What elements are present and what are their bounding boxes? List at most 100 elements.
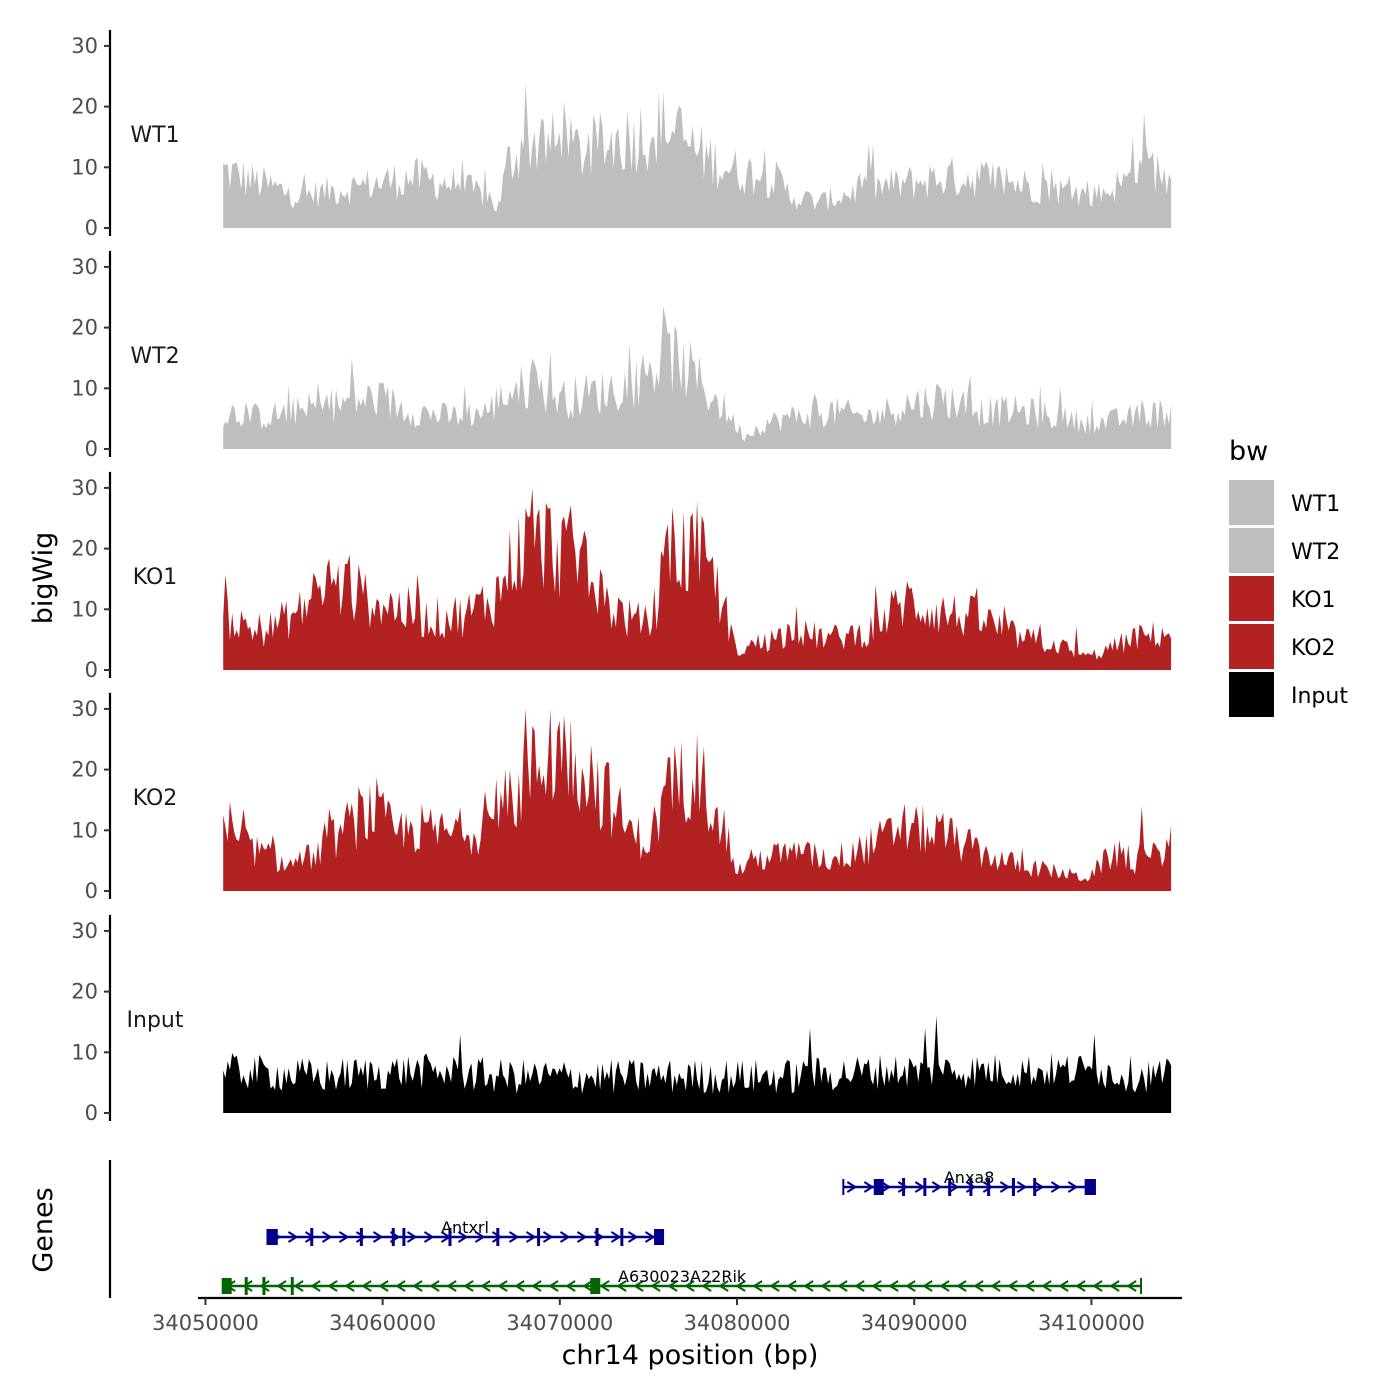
gene-label: A630023A22Rik xyxy=(618,1267,747,1286)
strand-arrow xyxy=(644,1231,656,1243)
y-tick-label: 0 xyxy=(85,1101,98,1125)
exon xyxy=(310,1228,314,1246)
signal-area-ko2 xyxy=(223,708,1172,891)
strand-arrow xyxy=(406,1231,418,1243)
signal-area-wt1 xyxy=(223,82,1172,228)
strand-arrow xyxy=(576,1231,588,1243)
exon xyxy=(902,1178,906,1196)
y-tick-label: 10 xyxy=(71,597,98,621)
strand-arrow xyxy=(429,1280,440,1292)
y-tick-label: 10 xyxy=(71,1040,98,1064)
y-tick-label: 30 xyxy=(71,476,98,500)
strand-arrow xyxy=(735,1280,746,1292)
legend-key-input xyxy=(1229,672,1274,717)
strand-arrow xyxy=(542,1231,554,1243)
strand-arrow xyxy=(627,1231,639,1243)
strand-arrow xyxy=(361,1280,372,1292)
strand-arrow xyxy=(480,1280,491,1292)
exon xyxy=(262,1277,266,1295)
strand-arrow xyxy=(508,1231,520,1243)
exon xyxy=(1033,1178,1037,1196)
exon xyxy=(1011,1178,1015,1196)
strand-arrow xyxy=(633,1280,644,1292)
strand-arrow xyxy=(965,1181,977,1193)
strand-arrow xyxy=(846,1181,858,1193)
strand-arrow xyxy=(1067,1181,1079,1193)
strand-arrow xyxy=(922,1280,933,1292)
legend-label: KO1 xyxy=(1291,588,1336,613)
strand-arrow xyxy=(1033,1181,1045,1193)
legend-key-ko2 xyxy=(1229,624,1274,669)
exon xyxy=(391,1228,395,1246)
strand-arrow xyxy=(718,1280,729,1292)
x-tick-label: 34050000 xyxy=(152,1311,259,1335)
strand-arrow xyxy=(888,1280,899,1292)
exon xyxy=(359,1228,363,1246)
strand-arrow xyxy=(939,1280,950,1292)
strand-arrow xyxy=(304,1231,316,1243)
exon xyxy=(923,1178,927,1196)
y-tick-label: 0 xyxy=(85,658,98,682)
y-axis-title: bigWig xyxy=(28,532,59,625)
exon xyxy=(1084,1179,1095,1195)
strand-arrow xyxy=(897,1181,909,1193)
y-tick-label: 20 xyxy=(71,316,98,340)
track-label: KO2 xyxy=(133,786,178,811)
strand-arrow xyxy=(423,1231,435,1243)
strand-arrow xyxy=(803,1280,814,1292)
strand-arrow xyxy=(276,1280,287,1292)
gene-label: Anxa8 xyxy=(944,1168,995,1187)
strand-arrow xyxy=(610,1231,622,1243)
strand-arrow xyxy=(525,1231,537,1243)
exon xyxy=(267,1229,278,1245)
legend-label: KO2 xyxy=(1291,636,1336,661)
x-tick-label: 34060000 xyxy=(329,1311,436,1335)
strand-arrow xyxy=(1058,1280,1069,1292)
strand-arrow xyxy=(1041,1280,1052,1292)
y-tick-label: 30 xyxy=(71,255,98,279)
strand-arrow xyxy=(1109,1280,1120,1292)
strand-arrow xyxy=(293,1280,304,1292)
strand-arrow xyxy=(973,1280,984,1292)
strand-arrow xyxy=(327,1280,338,1292)
strand-arrow xyxy=(701,1280,712,1292)
exon xyxy=(620,1228,624,1246)
exon xyxy=(873,1179,884,1195)
strand-arrow xyxy=(259,1280,270,1292)
strand-arrow xyxy=(548,1280,559,1292)
strand-arrow xyxy=(667,1280,678,1292)
signal-area-ko1 xyxy=(223,487,1172,670)
strand-arrow xyxy=(344,1280,355,1292)
strand-arrow xyxy=(1050,1181,1062,1193)
strand-arrow xyxy=(871,1280,882,1292)
gene-label: Antxrl xyxy=(441,1218,489,1237)
strand-arrow xyxy=(531,1280,542,1292)
gene-antxrl: Antxrl xyxy=(266,1218,665,1246)
strand-arrow xyxy=(684,1280,695,1292)
strand-arrow xyxy=(582,1280,593,1292)
strand-arrow xyxy=(905,1280,916,1292)
legend-title: bw xyxy=(1229,436,1268,467)
strand-arrow xyxy=(863,1181,875,1193)
y-tick-label: 20 xyxy=(71,95,98,119)
legend-key-wt1 xyxy=(1229,480,1274,525)
exon xyxy=(987,1178,991,1196)
strand-arrow xyxy=(650,1280,661,1292)
strand-arrow xyxy=(616,1280,627,1292)
y-tick-label: 30 xyxy=(71,34,98,58)
exon xyxy=(595,1228,599,1246)
legend-key-ko1 xyxy=(1229,576,1274,621)
y-tick-label: 30 xyxy=(71,919,98,943)
bigwig-tracks: 0 10 20 30 WT1 0 10 20 30 WT2 0 10 20 30 KO1 0 10 20 30 KO2… xyxy=(71,29,1172,1125)
legend-label: WT1 xyxy=(1291,492,1340,517)
strand-arrow xyxy=(752,1280,763,1292)
track-label: WT1 xyxy=(130,123,179,148)
strand-arrow xyxy=(1092,1280,1103,1292)
exon xyxy=(948,1178,952,1196)
strand-arrow xyxy=(1007,1280,1018,1292)
y-tick-label: 20 xyxy=(71,758,98,782)
panel-wt1: 0 10 20 30 WT1 xyxy=(71,29,1172,240)
strand-arrow xyxy=(565,1280,576,1292)
strand-arrow xyxy=(378,1280,389,1292)
gene-anxa8: Anxa8 xyxy=(842,1168,1096,1196)
